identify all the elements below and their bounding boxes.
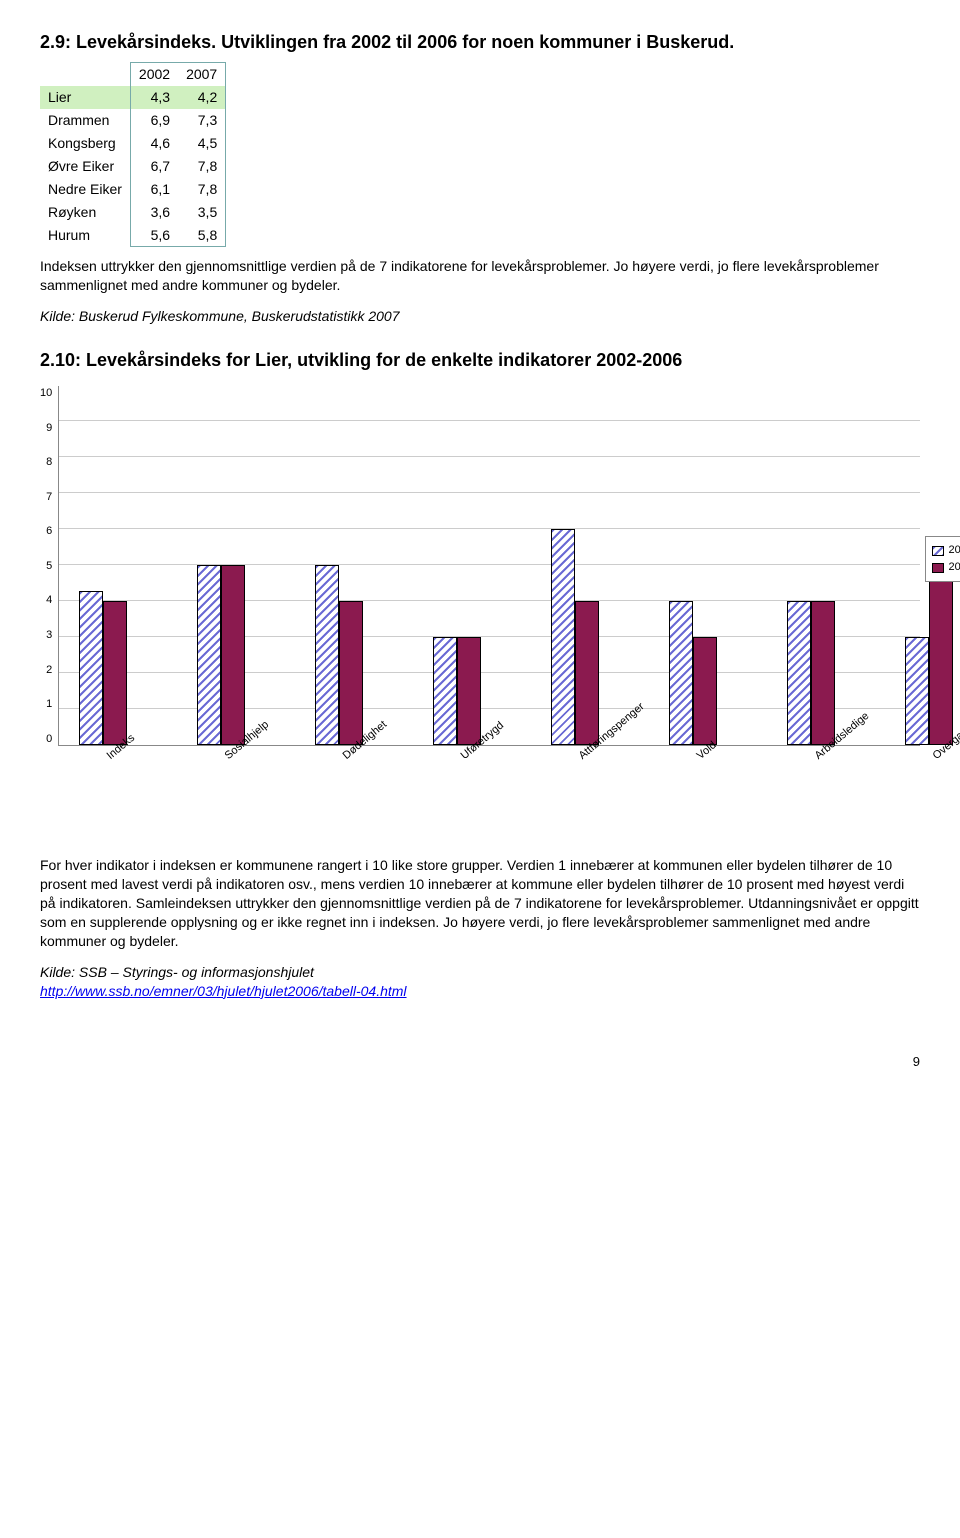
bar-group xyxy=(905,565,953,745)
table-row-label: Hurum xyxy=(40,224,130,247)
y-tick-label: 5 xyxy=(46,559,52,574)
chart-y-axis: 109876543210 xyxy=(40,386,58,746)
bar-group xyxy=(551,529,599,745)
y-tick-label: 0 xyxy=(46,732,52,747)
legend-row: 2006 xyxy=(932,560,960,575)
table-row-label: Nedre Eiker xyxy=(40,178,130,201)
table-cell: 7,8 xyxy=(178,178,226,201)
table-cell: 4,3 xyxy=(130,86,178,109)
bar-2000 xyxy=(315,565,339,745)
bar-group xyxy=(433,637,481,745)
legend-swatch xyxy=(932,563,944,573)
table-cell: 5,8 xyxy=(178,224,226,247)
y-tick-label: 2 xyxy=(46,663,52,678)
section-2-9-heading: 2.9: Levekårsindeks. Utviklingen fra 200… xyxy=(40,30,920,54)
section-2-10-source: Kilde: SSB – Styrings- og informasjonshj… xyxy=(40,963,920,1001)
table-cell: 6,7 xyxy=(130,155,178,178)
bar-group xyxy=(315,565,363,745)
legend-label: 2006 xyxy=(949,560,960,575)
bar-2006 xyxy=(457,637,481,745)
section-2-10-heading: 2.10: Levekårsindeks for Lier, utvikling… xyxy=(40,348,920,372)
table-header: 2007 xyxy=(178,63,226,86)
source-link[interactable]: http://www.ssb.no/emner/03/hjulet/hjulet… xyxy=(40,983,407,999)
table-cell: 4,5 xyxy=(178,132,226,155)
legend-swatch xyxy=(932,546,944,556)
bar-2000 xyxy=(669,601,693,745)
legend-label: 2000 xyxy=(949,543,960,558)
y-tick-label: 6 xyxy=(46,524,52,539)
section-2-9-caption: Indeksen uttrykker den gjennomsnittlige … xyxy=(40,257,920,295)
table-header: 2002 xyxy=(130,63,178,86)
chart-x-labels: IndeksSosialhjelpDødelighetUføretrygdAtt… xyxy=(60,746,920,846)
table-cell: 5,6 xyxy=(130,224,178,247)
y-tick-label: 7 xyxy=(46,490,52,505)
legend-row: 2000 xyxy=(932,543,960,558)
table-row-label: Kongsberg xyxy=(40,132,130,155)
table-cell: 4,2 xyxy=(178,86,226,109)
y-tick-label: 8 xyxy=(46,455,52,470)
y-tick-label: 4 xyxy=(46,593,52,608)
bar-2006 xyxy=(929,565,953,745)
y-tick-label: 3 xyxy=(46,628,52,643)
bar-2006 xyxy=(693,637,717,745)
table-row-label: Lier xyxy=(40,86,130,109)
bar-2006 xyxy=(221,565,245,745)
table-cell: 3,6 xyxy=(130,201,178,224)
bar-2000 xyxy=(787,601,811,745)
bar-2006 xyxy=(811,601,835,745)
bar-2000 xyxy=(79,591,103,746)
table-row-label: Drammen xyxy=(40,109,130,132)
bar-group xyxy=(669,601,717,745)
table-row-label: Øvre Eiker xyxy=(40,155,130,178)
y-tick-label: 1 xyxy=(46,697,52,712)
bar-2006 xyxy=(575,601,599,745)
table-cell: 6,1 xyxy=(130,178,178,201)
table-cell: 7,3 xyxy=(178,109,226,132)
section-2-10-body: For hver indikator i indeksen er kommune… xyxy=(40,856,920,950)
bar-2006 xyxy=(339,601,363,745)
source-label: Kilde: SSB – Styrings- og informasjonshj… xyxy=(40,964,314,980)
section-2-9-source: Kilde: Buskerud Fylkeskommune, Buskeruds… xyxy=(40,307,920,326)
bar-2000 xyxy=(551,529,575,745)
bar-group xyxy=(787,601,835,745)
chart-plot-area xyxy=(58,386,920,746)
bar-2000 xyxy=(197,565,221,745)
levekaar-table: 20022007 Lier4,34,2 Drammen6,97,3 Kongsberg… xyxy=(40,62,226,247)
table-cell: 3,5 xyxy=(178,201,226,224)
table-cell: 4,6 xyxy=(130,132,178,155)
table-header xyxy=(40,63,130,86)
bar-2000 xyxy=(433,637,457,745)
page-number: 9 xyxy=(40,1023,920,1071)
table-cell: 6,9 xyxy=(130,109,178,132)
table-row-label: Røyken xyxy=(40,201,130,224)
bar-2000 xyxy=(905,637,929,745)
levekaar-chart: 109876543210 20002006 IndeksSosialhjelpD… xyxy=(40,386,920,846)
y-tick-label: 10 xyxy=(40,386,52,401)
y-tick-label: 9 xyxy=(46,421,52,436)
chart-legend: 2000 2006 xyxy=(925,536,960,582)
bar-group xyxy=(79,591,127,746)
bar-group xyxy=(197,565,245,745)
table-cell: 7,8 xyxy=(178,155,226,178)
bar-2006 xyxy=(103,601,127,745)
